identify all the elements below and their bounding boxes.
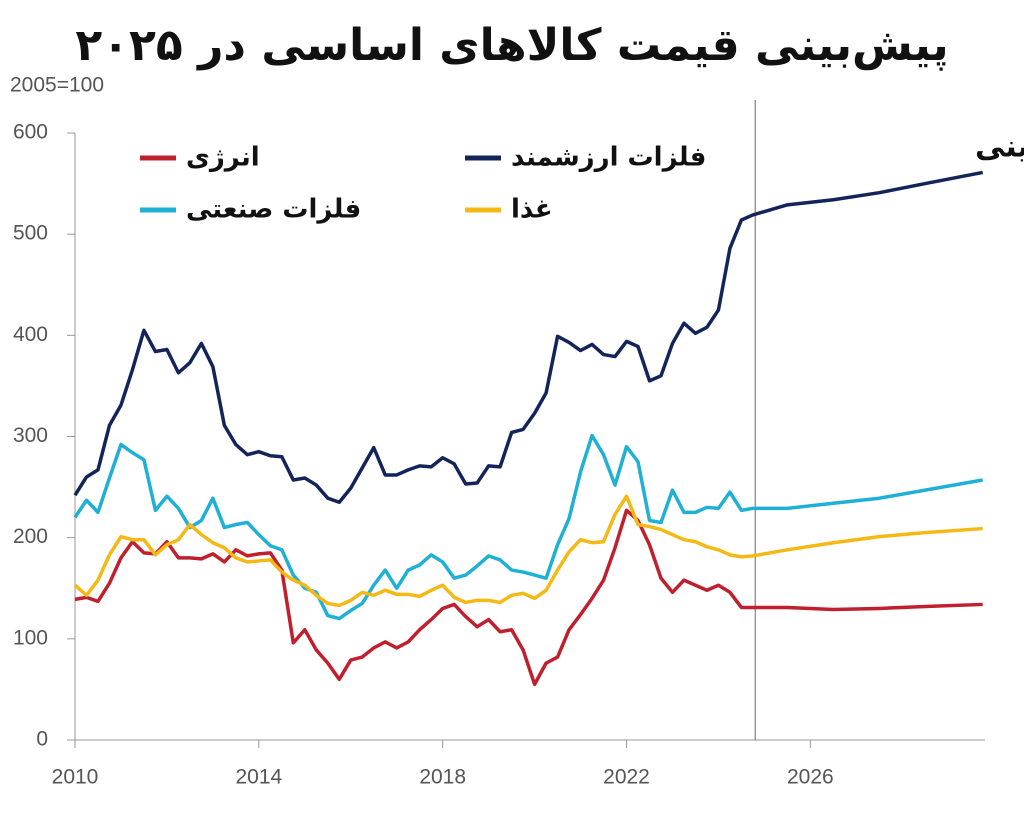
series-line [74, 508, 983, 687]
y-tick-label: 300 [13, 424, 48, 447]
x-tick-label: 2014 [235, 766, 282, 789]
y-axis-unit: 2005=100 [10, 74, 104, 97]
x-tick-label: 2026 [787, 766, 834, 789]
y-tick-label: 400 [13, 323, 48, 346]
legend-label: غذا [511, 195, 553, 225]
x-tick-label: 2022 [603, 766, 650, 789]
forecast-annotation: پیش‌بینی [975, 130, 1024, 165]
legend-label: فلزات ارزشمند [511, 143, 706, 173]
series-line [73, 433, 984, 621]
y-tick-label: 0 [36, 728, 48, 751]
series-line [73, 494, 983, 608]
y-tick-label: 600 [13, 121, 48, 144]
x-tick-label: 2018 [419, 766, 466, 789]
y-tick-label: 100 [13, 626, 48, 649]
series-line [73, 170, 984, 505]
y-tick-label: 500 [13, 222, 48, 245]
legend-label: فلزات صنعتی [186, 195, 361, 225]
y-tick-label: 200 [13, 525, 48, 548]
legend-label: انرژی [186, 143, 260, 173]
x-tick-label: 2010 [52, 766, 99, 789]
chart-title: پیش‌بینی قیمت کالاهای اساسی در ۲۰۲۵ [75, 20, 948, 71]
